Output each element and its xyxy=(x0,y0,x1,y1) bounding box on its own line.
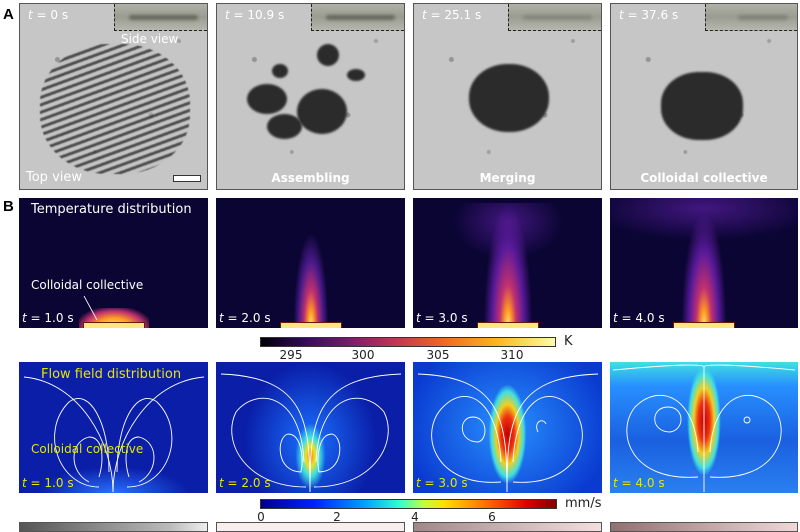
colorbar-tick: 4 xyxy=(411,510,419,524)
time-label: t = 3.0 s xyxy=(416,476,468,490)
temperature-frame-3: t = 3.0 s xyxy=(413,198,602,328)
cropped-panel xyxy=(216,522,405,532)
merging-collective xyxy=(469,64,549,132)
flow-frame-1: Flow field distribution Colloidal collec… xyxy=(19,362,208,493)
photo-frame-dispersed: t = 0 s Side view Top view xyxy=(19,3,208,190)
time-label: t = 4.0 s xyxy=(613,476,665,490)
annotation-pointer xyxy=(83,295,98,321)
flow-title: Flow field distribution xyxy=(41,367,182,382)
temperature-frame-1: Temperature distribution Colloidal colle… xyxy=(19,198,208,328)
time-label: t = 4.0 s xyxy=(613,311,665,325)
dispersed-particles xyxy=(40,44,190,174)
flow-frame-2: t = 2.0 s xyxy=(216,362,405,493)
side-view-inset xyxy=(704,4,797,31)
time-label: t = 10.9 s xyxy=(225,8,285,22)
side-view-inset xyxy=(311,4,404,31)
colorbar-unit: K xyxy=(564,334,573,349)
temperature-title: Temperature distribution xyxy=(31,202,192,217)
panel-label-b: B xyxy=(3,198,14,215)
colorbar-tick: 2 xyxy=(333,510,341,524)
collective-annotation: Colloidal collective xyxy=(31,278,144,292)
time-label: t = 2.0 s xyxy=(219,476,271,490)
colorbar-tick: 305 xyxy=(426,348,450,362)
stage-label: Assembling xyxy=(271,171,350,185)
side-view-label: Side view xyxy=(120,32,179,46)
temperature-colorbar xyxy=(260,337,556,347)
cropped-panel xyxy=(19,522,208,532)
side-view-inset xyxy=(508,4,601,31)
colorbar-unit: mm/s xyxy=(565,496,602,511)
colorbar-tick: 295 xyxy=(279,348,303,362)
time-label: t = 3.0 s xyxy=(416,311,468,325)
time-label: t = 0 s xyxy=(28,8,69,22)
flow-frame-3: t = 3.0 s xyxy=(413,362,602,493)
panel-label-a: A xyxy=(3,6,14,23)
collective-annotation: Colloidal collective xyxy=(31,442,144,456)
flow-colorbar xyxy=(260,499,557,509)
colorbar-tick: 310 xyxy=(500,348,524,362)
streamlines xyxy=(220,373,402,493)
cropped-panel xyxy=(413,522,602,532)
colorbar-tick: 6 xyxy=(488,510,496,524)
cropped-panel xyxy=(610,522,798,532)
flow-frame-4: t = 4.0 s xyxy=(610,362,798,493)
top-view-label: Top view xyxy=(26,170,83,185)
time-label: t = 25.1 s xyxy=(422,8,482,22)
time-label: t = 1.0 s xyxy=(22,311,74,325)
time-label: t = 37.6 s xyxy=(619,8,679,22)
time-label: t = 2.0 s xyxy=(219,311,271,325)
time-label: t = 1.0 s xyxy=(22,476,74,490)
photo-frame-collective: t = 37.6 s Colloidal collective xyxy=(610,3,798,190)
side-view-inset xyxy=(114,4,207,31)
stage-label: Colloidal collective xyxy=(640,171,768,185)
temperature-frame-2: t = 2.0 s xyxy=(216,198,405,328)
stage-label: Merging xyxy=(479,171,536,185)
colorbar-tick: 300 xyxy=(351,348,375,362)
streamlines xyxy=(612,364,796,492)
scale-bar xyxy=(173,175,201,182)
streamlines xyxy=(417,373,599,493)
photo-frame-assembling: t = 10.9 s Assembling xyxy=(216,3,405,190)
temperature-frame-4: t = 4.0 s xyxy=(610,198,798,328)
streamlines xyxy=(23,376,205,493)
colorbar-tick: 0 xyxy=(257,510,265,524)
colloidal-collective xyxy=(661,72,743,140)
photo-frame-merging: t = 25.1 s Merging xyxy=(413,3,602,190)
